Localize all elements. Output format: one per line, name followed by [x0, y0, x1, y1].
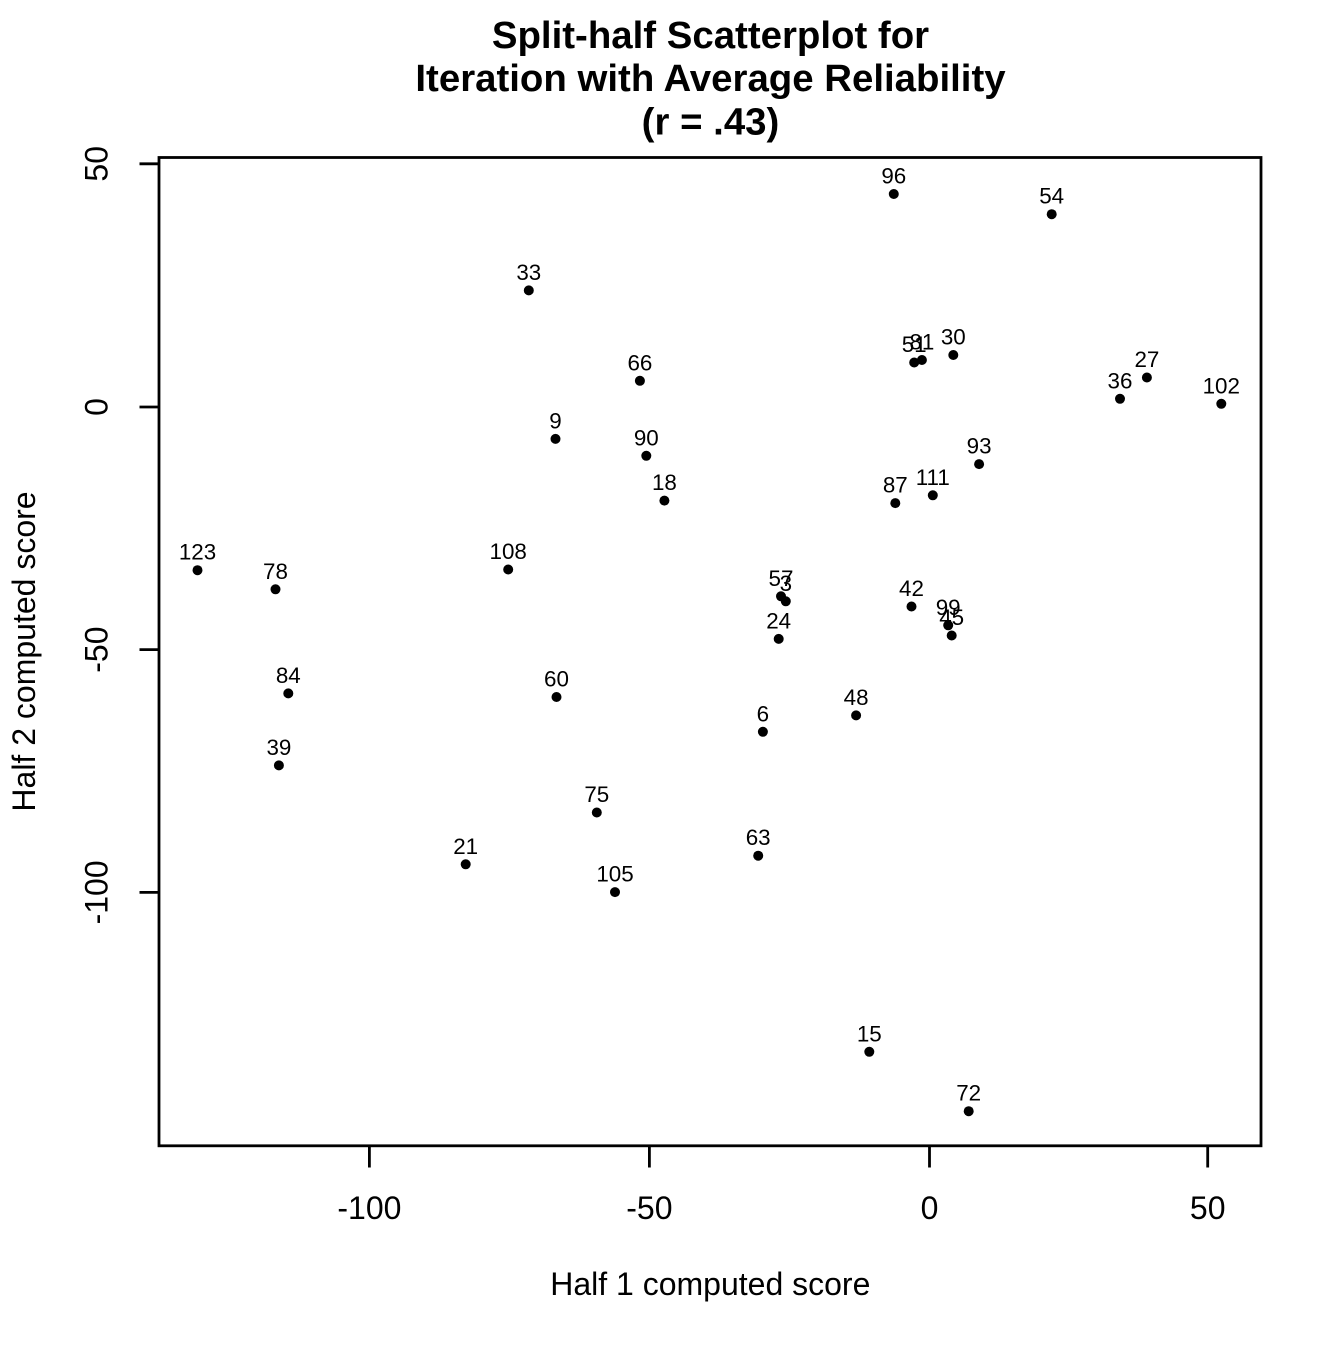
svg-text:Split-half Scatterplot for: Split-half Scatterplot for — [492, 14, 929, 57]
svg-text:66: 66 — [627, 350, 652, 375]
svg-text:50: 50 — [1190, 1190, 1226, 1226]
svg-text:108: 108 — [490, 539, 527, 564]
svg-text:Half 1 computed score: Half 1 computed score — [550, 1266, 870, 1302]
svg-text:39: 39 — [266, 735, 291, 760]
svg-text:9: 9 — [549, 408, 561, 433]
svg-text:81: 81 — [909, 330, 934, 355]
svg-text:Iteration with Average Reliabi: Iteration with Average Reliability — [415, 57, 1006, 100]
svg-text:90: 90 — [634, 425, 659, 450]
svg-text:0: 0 — [921, 1190, 939, 1226]
svg-text:111: 111 — [916, 465, 950, 490]
svg-text:99: 99 — [936, 595, 961, 620]
svg-text:105: 105 — [596, 862, 633, 887]
svg-text:-50: -50 — [626, 1190, 672, 1226]
svg-text:87: 87 — [883, 473, 908, 498]
svg-text:30: 30 — [941, 325, 966, 350]
svg-text:3: 3 — [780, 571, 792, 596]
svg-text:75: 75 — [584, 782, 609, 807]
svg-text:48: 48 — [844, 685, 869, 710]
svg-text:60: 60 — [544, 667, 569, 692]
svg-text:0: 0 — [79, 398, 115, 416]
svg-text:36: 36 — [1108, 368, 1133, 393]
svg-text:6: 6 — [757, 701, 769, 726]
svg-text:15: 15 — [857, 1021, 882, 1046]
svg-text:54: 54 — [1039, 184, 1064, 209]
svg-text:93: 93 — [967, 434, 992, 459]
svg-text:96: 96 — [881, 164, 906, 189]
svg-text:123: 123 — [179, 540, 216, 565]
svg-text:78: 78 — [263, 559, 288, 584]
svg-text:27: 27 — [1134, 347, 1159, 372]
svg-text:33: 33 — [516, 260, 541, 285]
svg-text:72: 72 — [956, 1081, 981, 1106]
svg-text:57: 57 — [769, 566, 794, 591]
svg-text:63: 63 — [746, 825, 771, 850]
svg-text:-50: -50 — [79, 626, 115, 672]
svg-text:45: 45 — [939, 605, 964, 630]
svg-text:42: 42 — [899, 576, 924, 601]
svg-text:Half 2 computed score: Half 2 computed score — [6, 491, 42, 811]
svg-text:50: 50 — [79, 146, 115, 182]
svg-text:51: 51 — [902, 332, 927, 357]
svg-text:-100: -100 — [337, 1190, 401, 1226]
svg-text:84: 84 — [276, 663, 301, 688]
svg-text:21: 21 — [453, 834, 478, 859]
svg-text:(r = .43): (r = .43) — [642, 101, 780, 144]
svg-text:24: 24 — [766, 608, 791, 633]
svg-text:102: 102 — [1203, 373, 1240, 398]
svg-text:-100: -100 — [79, 860, 115, 924]
svg-text:18: 18 — [652, 470, 677, 495]
